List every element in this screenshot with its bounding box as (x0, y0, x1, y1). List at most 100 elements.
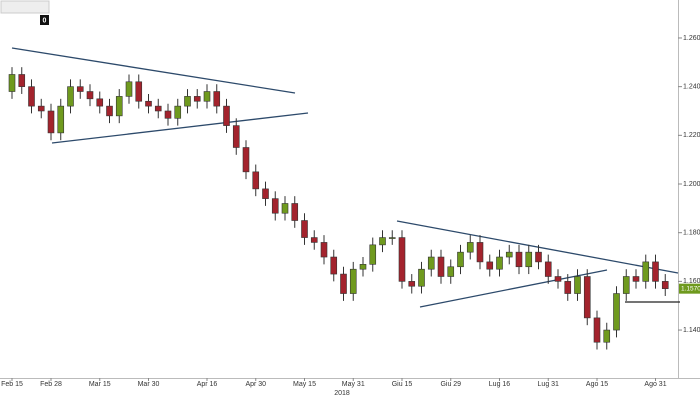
candle-body (96, 98, 104, 107)
y-tick-label: 1.2000 (683, 181, 700, 188)
x-tick-label: Mar 15 (89, 381, 111, 388)
candle-body (388, 237, 396, 239)
candle-body (437, 256, 445, 277)
candle-body (466, 242, 474, 253)
candle-body (398, 237, 406, 282)
candle-body (379, 237, 386, 246)
candle-body (418, 268, 425, 287)
toolbar[interactable] (0, 0, 50, 14)
y-tick-label: 1.2400 (683, 83, 700, 90)
candle-body (8, 74, 16, 92)
candle-body (661, 281, 669, 289)
candle-body (408, 281, 416, 287)
candle-body (193, 96, 201, 102)
x-tick-label: Lug 31 (538, 381, 560, 388)
candle-body (622, 276, 630, 294)
candle-body (632, 276, 640, 282)
candle-body (203, 91, 211, 102)
candle-body (106, 105, 113, 117)
candle-body (135, 81, 143, 102)
x-tick-label: Lug 16 (489, 381, 511, 388)
y-tick-label: 1.1600 (683, 278, 700, 285)
x-tick-label: May 31 (342, 381, 365, 388)
candle-body (369, 244, 377, 265)
candle-body (340, 273, 347, 294)
candle-body (184, 96, 191, 107)
candle-body (213, 91, 221, 107)
trend-line (11, 47, 296, 94)
x-tick-label: Mar 30 (138, 381, 160, 388)
trend-line (396, 220, 679, 274)
x-tick-label: Feb 28 (40, 381, 62, 388)
candle-body (271, 198, 279, 214)
candle-body (242, 147, 250, 173)
y-tick-label: 1.2200 (683, 132, 700, 139)
candle-body (86, 91, 94, 100)
candle-body (603, 329, 611, 343)
x-tick-label: Giu 15 (392, 381, 413, 388)
candle-body (291, 203, 299, 221)
candle-body (359, 264, 367, 270)
x-tick-label: Apr 30 (245, 381, 266, 388)
candle-body (593, 317, 601, 343)
y-tick-label: 1.2600 (683, 35, 700, 42)
y-tick-label: 1.1400 (683, 327, 700, 334)
candle-body (535, 251, 542, 263)
x-tick-label: Ago 31 (644, 381, 666, 388)
candle-body (262, 188, 269, 199)
candle-body (320, 242, 328, 258)
candle-body (57, 105, 65, 134)
candle-body (154, 105, 162, 112)
candle-body (447, 266, 455, 277)
candle-body (564, 281, 572, 294)
candle-body (515, 251, 523, 268)
candle-body (115, 96, 123, 117)
x-tick-label: Feb 15 (1, 381, 23, 388)
trend-line (51, 112, 309, 144)
candle-body (652, 261, 659, 282)
candle-body (232, 125, 240, 148)
candle-body (125, 81, 133, 97)
candle-body (310, 237, 318, 243)
candle-body (47, 110, 55, 134)
x-tick-label: Giu 29 (440, 381, 461, 388)
x-tick-label: Apr 16 (197, 381, 218, 388)
trend-line (419, 269, 608, 308)
candle-body (174, 105, 182, 119)
candle-body (37, 105, 45, 112)
candle-body (583, 276, 591, 319)
x-tick-label: May 15 (293, 381, 316, 388)
x-year-label: 2018 (334, 390, 350, 397)
x-tick-label: Ago 15 (586, 381, 608, 388)
candle-body (574, 276, 581, 294)
candle-body (145, 100, 152, 107)
candle-body (281, 203, 289, 214)
candle-body (330, 256, 338, 275)
candle-body (486, 261, 494, 270)
last-price-label: 1.1570 (681, 285, 700, 292)
candle-body (18, 74, 26, 87)
candle-body (554, 276, 562, 282)
candle-body (349, 268, 357, 294)
last-price-box (679, 283, 700, 294)
candle-body (457, 251, 464, 268)
candle-body (476, 242, 484, 263)
candle-body (544, 261, 552, 277)
badge (40, 15, 49, 25)
candle-body (301, 220, 308, 238)
candle-body (496, 256, 503, 270)
candle-body (525, 251, 533, 268)
y-tick-label: 1.1800 (683, 230, 700, 237)
candle-body (642, 261, 650, 282)
candle-body (28, 86, 35, 107)
candle-body (613, 293, 620, 331)
candle-body (76, 86, 84, 92)
candle-body (164, 110, 172, 119)
badge-text: 0 (43, 17, 47, 24)
candle-body (223, 105, 230, 126)
candle-body (427, 256, 435, 270)
candle-body (67, 86, 74, 107)
candle-body (252, 171, 260, 190)
